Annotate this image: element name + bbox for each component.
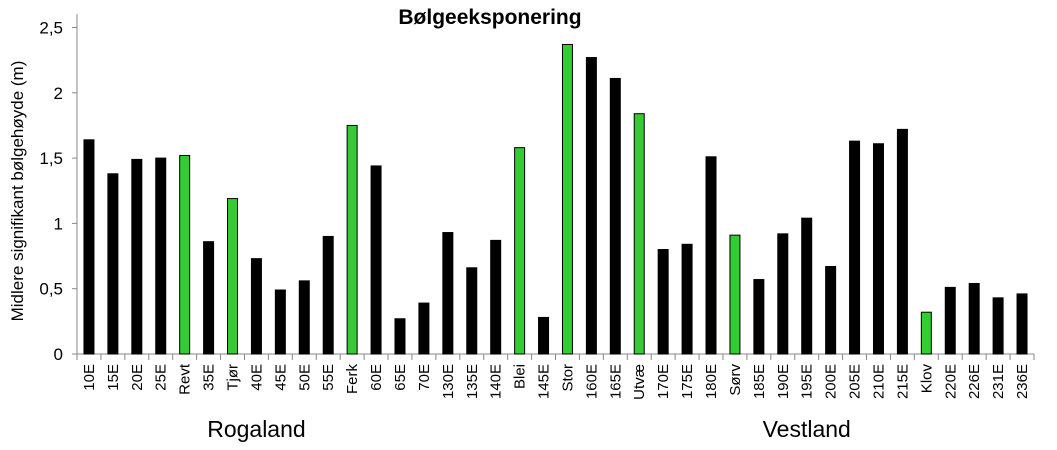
- chart-title: Bølgeeksponering: [398, 6, 582, 29]
- y-tick-label: 0: [54, 345, 63, 364]
- bar-highlighted: [179, 154, 191, 355]
- x-tick-label: 25E: [153, 364, 170, 391]
- bar: [274, 289, 286, 355]
- bar: [753, 279, 765, 355]
- bar: [203, 241, 215, 355]
- bar: [681, 243, 693, 355]
- x-tick-label: 170E: [655, 364, 672, 399]
- bar: [585, 57, 597, 355]
- x-tick-label: 35E: [201, 364, 218, 391]
- bar: [849, 140, 861, 355]
- x-tick-label: Ferk: [344, 364, 361, 395]
- x-tick-label: 45E: [272, 364, 289, 391]
- bar-highlighted: [633, 113, 645, 355]
- bar: [777, 233, 789, 355]
- x-tick-label: Revt: [177, 363, 194, 395]
- bar: [872, 143, 884, 355]
- x-tick-label: 140E: [488, 364, 505, 399]
- bar: [801, 217, 813, 355]
- y-tick-label: 1,5: [39, 149, 63, 168]
- bar: [131, 158, 143, 355]
- x-tick-label: 145E: [536, 364, 553, 399]
- x-tick-label: 55E: [320, 364, 337, 391]
- bar: [490, 239, 502, 355]
- bar: [442, 232, 454, 355]
- bar: [968, 282, 980, 355]
- y-tick-label: 0,5: [39, 280, 63, 299]
- x-tick-label: 215E: [894, 364, 911, 399]
- x-tick-label: Klov: [918, 364, 935, 394]
- bar: [609, 77, 621, 355]
- bar: [83, 139, 95, 355]
- y-tick-label: 2: [54, 84, 63, 103]
- x-tick-label: 65E: [392, 364, 409, 391]
- x-tick-label: 205E: [847, 364, 864, 399]
- bar: [538, 316, 550, 355]
- group-label: Vestland: [762, 416, 851, 442]
- bar: [394, 318, 406, 355]
- x-tick-label: Sørv: [727, 364, 744, 396]
- bar-highlighted: [227, 198, 239, 355]
- x-tick-label: 20E: [129, 364, 146, 391]
- x-tick-label: 10E: [81, 364, 98, 391]
- x-tick-label: 190E: [775, 364, 792, 399]
- x-tick-label: 236E: [1014, 364, 1031, 399]
- bar: [298, 280, 310, 355]
- x-tick-label: 210E: [870, 364, 887, 399]
- x-tick-label: 40E: [248, 364, 265, 391]
- x-tick-label: Blei: [512, 364, 529, 389]
- x-tick-label: 195E: [799, 364, 816, 399]
- bar-highlighted: [561, 43, 573, 355]
- bar: [992, 297, 1004, 355]
- bar: [322, 235, 334, 355]
- bar: [107, 173, 119, 355]
- x-tick-label: 130E: [440, 364, 457, 399]
- x-tick-label: 231E: [990, 364, 1007, 399]
- bar-highlighted: [514, 147, 526, 355]
- x-tick-label: Tjør: [225, 364, 242, 391]
- bar: [418, 302, 430, 355]
- x-tick-label: 50E: [296, 364, 313, 391]
- bar: [250, 258, 262, 355]
- x-tick-label: 180E: [703, 364, 720, 399]
- x-tick-label: Stor: [559, 364, 576, 392]
- bar: [370, 165, 382, 355]
- y-tick-label: 2,5: [39, 19, 63, 38]
- bar: [466, 267, 478, 355]
- bar: [1016, 293, 1028, 355]
- x-tick-label: 220E: [942, 364, 959, 399]
- x-tick-label: 15E: [105, 364, 122, 391]
- bar: [155, 157, 167, 355]
- bar-highlighted: [729, 234, 741, 355]
- bar-highlighted: [920, 311, 932, 355]
- x-tick-label: 226E: [966, 364, 983, 399]
- x-tick-label: 185E: [751, 364, 768, 399]
- bar: [825, 265, 837, 355]
- bar-highlighted: [346, 124, 358, 355]
- x-tick-label: 70E: [416, 364, 433, 391]
- x-tick-label: 160E: [583, 364, 600, 399]
- x-tick-label: 200E: [823, 364, 840, 399]
- y-tick-label: 1: [54, 214, 63, 233]
- bar: [896, 128, 908, 355]
- x-tick-label: 60E: [368, 364, 385, 391]
- x-tick-label: 175E: [679, 364, 696, 399]
- x-tick-label: 165E: [607, 364, 624, 399]
- bar: [705, 156, 717, 355]
- x-tick-label: Utvæ: [631, 364, 648, 400]
- x-tick-label: 135E: [464, 364, 481, 399]
- group-label: Rogaland: [207, 416, 306, 442]
- bar: [657, 249, 669, 355]
- bar: [944, 286, 956, 355]
